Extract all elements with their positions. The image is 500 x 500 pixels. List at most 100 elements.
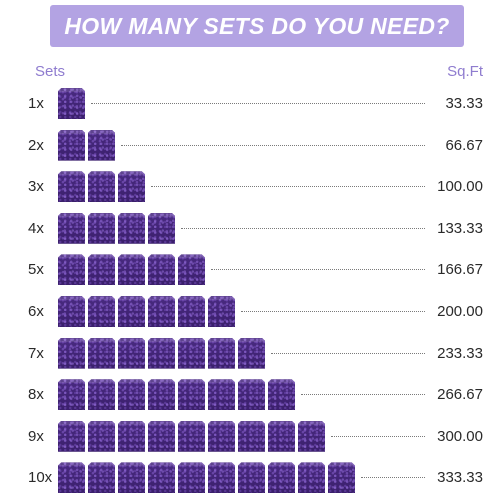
set-row: 2x 66.67 bbox=[0, 129, 500, 162]
foam-panel-icon bbox=[88, 337, 115, 369]
foam-panel-icon bbox=[58, 462, 85, 494]
foam-panel-icon bbox=[178, 337, 205, 369]
panel-tiles bbox=[58, 337, 265, 370]
foam-panel-icon bbox=[118, 462, 145, 494]
set-count-label: 4x bbox=[28, 219, 44, 237]
foam-panel-icon bbox=[58, 254, 85, 286]
dotted-leader bbox=[301, 394, 425, 396]
foam-panel-icon bbox=[238, 379, 265, 411]
foam-panel-icon bbox=[88, 379, 115, 411]
foam-panel-icon bbox=[88, 254, 115, 286]
foam-panel-icon bbox=[148, 379, 175, 411]
foam-panel-icon bbox=[328, 462, 355, 494]
sqft-value: 66.67 bbox=[445, 136, 483, 154]
sqft-value: 100.00 bbox=[437, 178, 483, 196]
dotted-leader bbox=[91, 103, 425, 104]
dotted-leader bbox=[271, 352, 425, 354]
sqft-value: 133.33 bbox=[437, 219, 483, 237]
foam-panel-icon bbox=[58, 171, 85, 203]
foam-panel-icon bbox=[238, 337, 265, 369]
dotted-leader bbox=[241, 311, 425, 312]
set-row: 1x 33.33 bbox=[0, 88, 500, 120]
set-count-label: 5x bbox=[28, 261, 44, 279]
sqft-value: 233.33 bbox=[437, 344, 483, 362]
dotted-leader bbox=[121, 144, 425, 146]
foam-panel-icon bbox=[148, 337, 175, 369]
foam-panel-icon bbox=[298, 462, 325, 494]
foam-panel-icon bbox=[268, 379, 295, 411]
foam-panel-icon bbox=[208, 462, 235, 494]
sets-header: Sets bbox=[35, 63, 66, 80]
foam-panel-icon bbox=[118, 379, 145, 411]
foam-panel-icon bbox=[238, 420, 265, 452]
foam-panel-icon bbox=[118, 337, 145, 369]
sqft-value: 266.67 bbox=[437, 386, 483, 404]
foam-panel-icon bbox=[178, 254, 205, 286]
panel-tiles bbox=[58, 88, 85, 120]
foam-panel-icon bbox=[88, 171, 115, 203]
foam-panel-icon bbox=[268, 462, 295, 494]
sqft-value: 200.00 bbox=[437, 303, 483, 320]
foam-panel-icon bbox=[208, 379, 235, 411]
set-row: 10x 333.33 bbox=[0, 462, 500, 494]
sqft-value: 300.00 bbox=[437, 427, 483, 445]
title-text: HOW MANY SETS DO YOU NEED? bbox=[64, 12, 450, 39]
foam-panel-icon bbox=[238, 462, 265, 494]
foam-panel-icon bbox=[118, 296, 145, 327]
dotted-leader bbox=[181, 227, 425, 229]
set-row: 8x 266.67 bbox=[0, 379, 500, 411]
foam-panel-icon bbox=[178, 462, 205, 494]
foam-panel-icon bbox=[118, 420, 145, 452]
foam-panel-icon bbox=[88, 129, 115, 161]
foam-panel-icon bbox=[148, 212, 175, 244]
set-count-label: 2x bbox=[28, 136, 44, 154]
foam-panel-icon bbox=[178, 296, 205, 327]
dotted-leader bbox=[151, 186, 425, 188]
sqft-value: 33.33 bbox=[445, 95, 483, 112]
foam-panel-icon bbox=[58, 420, 85, 452]
set-row: 9x 300.00 bbox=[0, 420, 500, 453]
set-count-label: 1x bbox=[28, 95, 44, 112]
panel-tiles bbox=[58, 171, 145, 203]
panel-tiles bbox=[58, 462, 355, 494]
foam-panel-icon bbox=[148, 462, 175, 494]
set-count-label: 7x bbox=[28, 344, 44, 362]
set-row: 4x 133.33 bbox=[0, 212, 500, 245]
foam-panel-icon bbox=[298, 420, 325, 452]
foam-panel-icon bbox=[208, 296, 235, 327]
panel-tiles bbox=[58, 420, 325, 453]
foam-panel-icon bbox=[58, 379, 85, 411]
sqft-value: 333.33 bbox=[437, 469, 483, 487]
set-count-label: 8x bbox=[28, 386, 44, 404]
panel-tiles bbox=[58, 254, 205, 286]
foam-panel-icon bbox=[148, 296, 175, 327]
set-row: 5x 166.67 bbox=[0, 254, 500, 286]
foam-panel-icon bbox=[148, 254, 175, 286]
foam-panel-icon bbox=[148, 420, 175, 452]
foam-panel-icon bbox=[208, 420, 235, 452]
foam-panel-icon bbox=[88, 420, 115, 452]
panel-tiles bbox=[58, 296, 235, 328]
sqft-header: Sq.Ft bbox=[447, 63, 483, 80]
foam-panel-icon bbox=[58, 88, 85, 119]
set-row: 3x 100.00 bbox=[0, 171, 500, 203]
foam-panel-icon bbox=[118, 212, 145, 244]
set-count-label: 6x bbox=[28, 303, 44, 320]
foam-panel-icon bbox=[88, 462, 115, 494]
foam-panel-icon bbox=[268, 420, 295, 452]
foam-panel-icon bbox=[88, 212, 115, 244]
foam-panel-icon bbox=[118, 254, 145, 286]
set-row: 7x 233.33 bbox=[0, 337, 500, 370]
dotted-leader bbox=[331, 435, 425, 437]
panel-tiles bbox=[58, 129, 115, 162]
title-banner: HOW MANY SETS DO YOU NEED? bbox=[50, 5, 464, 47]
sqft-value: 166.67 bbox=[437, 261, 483, 279]
panel-tiles bbox=[58, 379, 295, 411]
foam-panel-icon bbox=[178, 420, 205, 452]
foam-panel-icon bbox=[58, 337, 85, 369]
dotted-leader bbox=[361, 477, 425, 479]
set-count-label: 10x bbox=[28, 469, 53, 487]
foam-panel-icon bbox=[58, 212, 85, 244]
foam-panel-icon bbox=[208, 337, 235, 369]
dotted-leader bbox=[211, 269, 425, 271]
